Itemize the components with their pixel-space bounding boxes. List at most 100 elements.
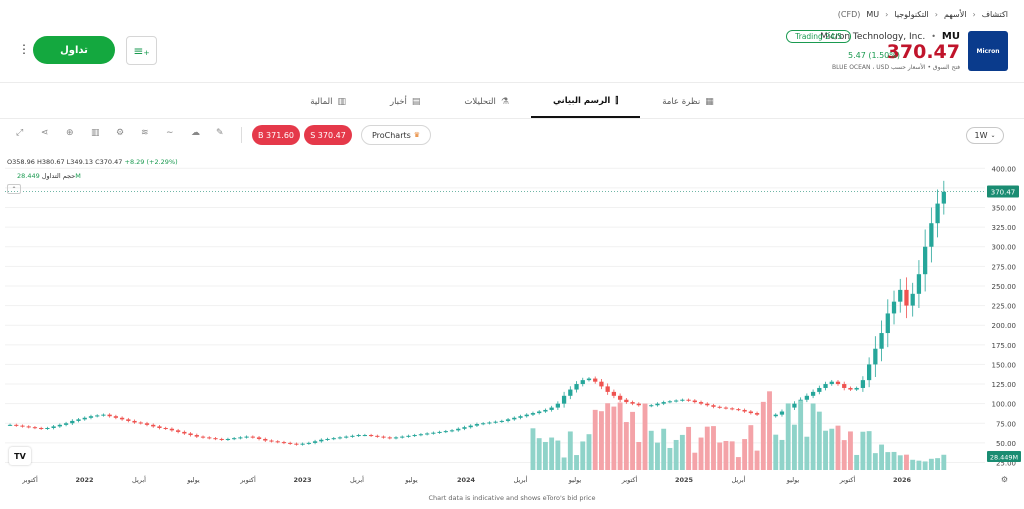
y-tick-label: 200.00 [992, 322, 1017, 330]
volume-bar [642, 403, 648, 470]
period-selector[interactable]: 1W ⌄ [966, 127, 1004, 144]
collapse-legend-button[interactable]: ⌃ [7, 184, 21, 194]
draw-icon[interactable]: ✎ [216, 128, 224, 138]
price-tag-bg [987, 185, 1019, 198]
x-tick-label: 2023 [293, 476, 311, 484]
candle-body [175, 430, 181, 432]
candle-body [456, 428, 461, 431]
volume-bar [704, 426, 710, 470]
candle-body [686, 399, 691, 401]
share-icon[interactable]: ⋖ [41, 128, 49, 138]
breadcrumb-stocks[interactable]: الأسهم [943, 10, 967, 19]
tab-label: التحليلات [464, 96, 496, 107]
price-chart[interactable]: 400.00375.00350.00325.00300.00275.00250.… [0, 152, 1024, 490]
tab-financials[interactable]: ▥ المالية [288, 85, 368, 118]
candle-body [263, 438, 268, 441]
candle-body [835, 381, 841, 385]
trading-hours-badge: Trading 24/5 [786, 30, 851, 43]
volume-bar [586, 434, 592, 470]
compare-icon[interactable]: ⊕ [66, 128, 74, 138]
candle-body [891, 301, 897, 314]
cloud-icon[interactable]: ☁ [191, 128, 200, 138]
tab-label: أخبار [389, 96, 407, 107]
volume-bar [804, 436, 810, 470]
chart-footnote: Chart data is indicative and shows eToro… [428, 494, 596, 502]
candle-body [586, 378, 592, 381]
watchlist-button[interactable]: ≡₊ [126, 36, 157, 65]
y-tick-label: 150.00 [992, 361, 1017, 369]
trade-button[interactable]: تداول [33, 36, 115, 64]
breadcrumb-technology[interactable]: التكنولوجيا [894, 10, 929, 19]
volume-bar [916, 460, 922, 470]
volume-bar [798, 400, 804, 470]
tab-overview[interactable]: ▦ نظرة عامة [640, 85, 735, 118]
ask-button[interactable]: S 370.47 [304, 125, 352, 145]
candle-body [549, 407, 554, 410]
bid-button[interactable]: B 371.60 [252, 125, 300, 145]
candle-body [294, 443, 299, 445]
volume-bar [816, 411, 822, 470]
candle-body [617, 395, 623, 400]
tab-news[interactable]: ▤ أخبار [368, 85, 442, 118]
candle-body [400, 436, 405, 438]
candle-body [449, 430, 455, 432]
candle-body [568, 389, 573, 396]
volume-bar [574, 455, 579, 470]
y-tick-label: 75.00 [996, 420, 1016, 428]
expand-icon[interactable]: ⤢ [16, 128, 24, 138]
candle-body [736, 409, 741, 411]
volume-bar [910, 459, 916, 470]
candle-body [530, 413, 536, 415]
settings-icon[interactable]: ⚙ [116, 128, 125, 138]
candle-body [337, 437, 343, 439]
candle-body [238, 437, 243, 439]
y-tick-label: 175.00 [992, 342, 1017, 350]
x-tick-label: أبريل [132, 475, 146, 484]
candle-body [742, 409, 747, 412]
candle-body [151, 424, 156, 427]
company-name: Micron Technology, Inc. [820, 31, 926, 42]
candle-body [381, 436, 386, 438]
candle-body [20, 425, 25, 427]
candle-body [810, 391, 816, 396]
volume-bar [904, 454, 909, 470]
candle-body [543, 409, 548, 412]
candle-body [418, 434, 424, 436]
volume-bar [748, 425, 754, 470]
volume-bar [835, 425, 841, 470]
candle-body [113, 416, 119, 418]
candle-body [51, 426, 56, 428]
chevron-down-icon: ⌄ [990, 132, 996, 139]
volume-bar [549, 437, 555, 470]
candle-body [829, 381, 834, 385]
breadcrumb-discover[interactable]: اكتشاف [981, 10, 1008, 19]
price-change: 5.47 (1.50%) [847, 51, 900, 60]
candle-body [916, 274, 922, 294]
chart-settings-icon[interactable]: ⚙ [1000, 475, 1008, 484]
candle-body [138, 422, 143, 424]
candle-body [611, 391, 617, 396]
candle-body [144, 423, 150, 425]
audio-icon[interactable]: ≋ [141, 128, 149, 138]
candle-body [823, 384, 828, 388]
candle-body [904, 289, 909, 306]
candle-body [219, 438, 224, 440]
procharts-button[interactable]: ProCharts ♛ [361, 125, 431, 145]
tab-analysis[interactable]: ⚗ التحليلات [442, 85, 531, 118]
tradingview-logo[interactable]: TV [9, 447, 31, 465]
indicator-icon[interactable]: ▥ [91, 128, 100, 138]
more-options-button[interactable]: ⋮ [18, 42, 30, 56]
flask-icon: ⚗ [500, 96, 509, 107]
ohlc-open: O358.96 [7, 158, 35, 166]
volume-bar [617, 402, 623, 470]
candle-body [487, 422, 492, 424]
volume-bar [791, 424, 797, 470]
tab-chart[interactable]: ⫿ الرسم البياني [530, 85, 641, 118]
candle-body [437, 431, 442, 433]
grid-icon: ▦ [705, 96, 714, 107]
candle-body [14, 424, 19, 426]
tab-bar: ▦ نظرة عامة ⫿ الرسم البياني ⚗ التحليلات … [0, 85, 1024, 118]
candle-body [674, 400, 679, 402]
line-icon[interactable]: ∼ [166, 128, 174, 138]
y-tick-label: 225.00 [992, 303, 1017, 311]
